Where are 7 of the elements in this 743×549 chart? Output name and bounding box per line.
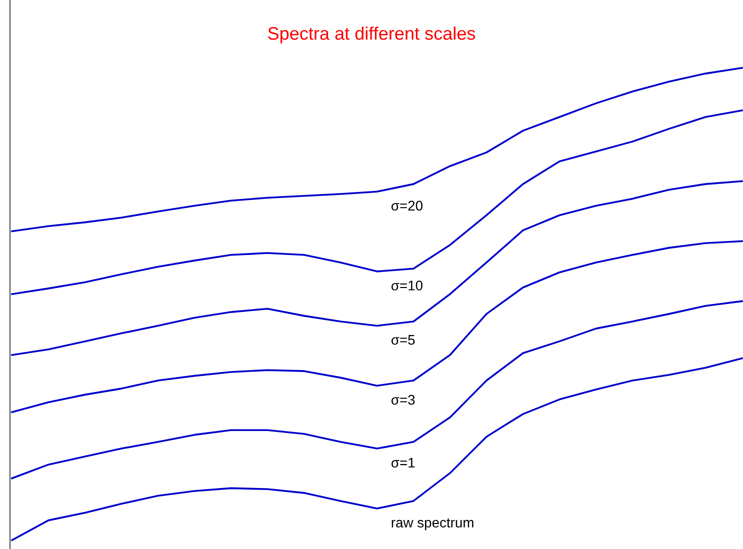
series-label: raw spectrum (392, 518, 474, 530)
chart-title: Spectra at different scales (268, 26, 476, 44)
series-label: σ=10 (391, 280, 422, 290)
series-label: σ=20 (391, 200, 422, 211)
series-label: σ=3 (391, 394, 415, 405)
series-label: σ=1 (391, 458, 415, 468)
series-label: σ=5 (391, 335, 415, 345)
